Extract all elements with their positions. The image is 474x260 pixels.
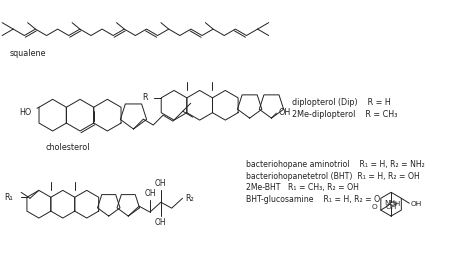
Text: OH: OH — [390, 201, 401, 207]
Text: OH: OH — [155, 179, 167, 188]
Text: R₂: R₂ — [185, 194, 194, 203]
Text: 2Me-BHT   R₁ = CH₃, R₂ = OH: 2Me-BHT R₁ = CH₃, R₂ = OH — [246, 183, 359, 192]
Text: OH: OH — [155, 218, 167, 227]
Text: HO: HO — [19, 108, 32, 117]
Text: OH: OH — [385, 204, 397, 210]
Text: squalene: squalene — [9, 49, 46, 58]
Text: R: R — [142, 93, 147, 102]
Text: NH₂: NH₂ — [384, 200, 398, 206]
Text: OH: OH — [144, 189, 156, 198]
Text: diplopterol (Dip)    R = H: diplopterol (Dip) R = H — [292, 98, 391, 107]
Text: bacteriohopane aminotriol    R₁ = H, R₂ = NH₂: bacteriohopane aminotriol R₁ = H, R₂ = N… — [246, 160, 425, 169]
Text: 2Me-diplopterol    R = CH₃: 2Me-diplopterol R = CH₃ — [292, 110, 398, 119]
Text: OH: OH — [410, 201, 421, 207]
Text: R₁: R₁ — [4, 193, 13, 202]
Text: bacteriohopanetetrol (BHT)  R₁ = H, R₂ = OH: bacteriohopanetetrol (BHT) R₁ = H, R₂ = … — [246, 172, 420, 180]
Text: cholesterol: cholesterol — [45, 143, 90, 152]
Text: OH: OH — [278, 108, 291, 117]
Text: O: O — [372, 204, 377, 210]
Text: BHT-glucosamine    R₁ = H, R₂ = O: BHT-glucosamine R₁ = H, R₂ = O — [246, 195, 380, 204]
